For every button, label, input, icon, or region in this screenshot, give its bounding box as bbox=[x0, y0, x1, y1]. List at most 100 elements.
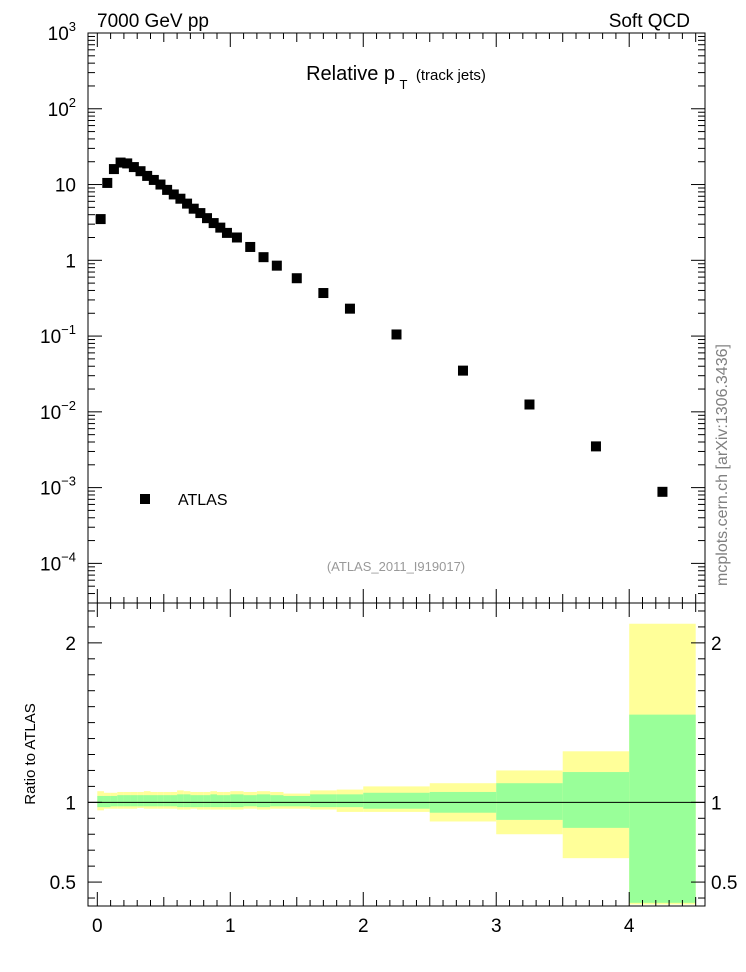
main-y-tick-label-base: 10 bbox=[40, 327, 61, 348]
ratio-y-tick-label: 2 bbox=[65, 634, 76, 655]
ratio-y-tick-labels-right: 0.5 1 2 bbox=[711, 634, 737, 894]
data-point bbox=[102, 177, 113, 188]
data-point bbox=[135, 166, 146, 177]
x-tick-label: 3 bbox=[491, 916, 502, 937]
ratio-band-inner bbox=[562, 772, 630, 828]
x-tick-label: 1 bbox=[225, 916, 236, 937]
data-point bbox=[148, 174, 159, 185]
legend-label-atlas: ATLAS bbox=[178, 492, 228, 509]
main-y-tick-label-base: 10 bbox=[40, 479, 61, 500]
ratio-band-inner bbox=[629, 714, 696, 903]
ratio-band-inner bbox=[103, 795, 111, 808]
main-y-tick-label: 10−3 bbox=[40, 474, 76, 500]
main-y-tick-label-base: 10 bbox=[48, 100, 69, 121]
data-point bbox=[202, 213, 213, 224]
main-y-tick-label-base: 10 bbox=[48, 24, 69, 45]
process-label: Soft QCD bbox=[609, 11, 690, 32]
main-y-tick-label-base: 10 bbox=[55, 176, 76, 197]
data-point bbox=[188, 203, 199, 214]
ratio-band-inner bbox=[163, 795, 171, 807]
ratio-band-inner bbox=[203, 795, 211, 808]
x-tick-labels: 0 1 2 3 4 bbox=[92, 916, 635, 937]
data-point bbox=[182, 198, 193, 209]
main-y-tick-label-exponent: −4 bbox=[61, 549, 76, 564]
ratio-band-inner bbox=[97, 795, 104, 808]
ratio-y-tick-label: 0.5 bbox=[50, 873, 76, 894]
data-point bbox=[231, 232, 242, 243]
data-point bbox=[245, 241, 256, 252]
main-y-tick-label: 10−1 bbox=[40, 322, 76, 348]
data-point bbox=[271, 260, 282, 271]
ratio-axis-ticks bbox=[88, 603, 705, 906]
main-plot-frame bbox=[87, 32, 706, 604]
analysis-label: (ATLAS_2011_I919017) bbox=[327, 559, 465, 574]
ratio-band-inner bbox=[183, 794, 191, 808]
ratio-band-inner bbox=[157, 795, 164, 807]
ratio-band-inner bbox=[310, 794, 337, 808]
ratio-band-inner bbox=[190, 795, 198, 808]
data-point bbox=[657, 486, 668, 497]
data-point bbox=[122, 158, 133, 169]
main-title: Relative p T (track jets) bbox=[306, 63, 486, 93]
data-point bbox=[108, 164, 119, 175]
ratio-panel: 0.5 1 2 0.5 1 2 0 1 2 3 4 Ratio to ATLAS bbox=[22, 602, 737, 937]
data-point bbox=[590, 441, 601, 452]
data-point bbox=[318, 288, 329, 299]
ratio-band-inner bbox=[363, 792, 430, 809]
data-point bbox=[162, 184, 173, 195]
main-title-subscript: T bbox=[399, 77, 407, 92]
ratio-band-inner bbox=[496, 783, 563, 820]
main-y-tick-label-base: 1 bbox=[65, 251, 76, 272]
x-tick-label: 4 bbox=[624, 916, 635, 937]
data-point bbox=[115, 157, 126, 168]
main-y-tick-label: 103 bbox=[48, 19, 76, 45]
ratio-band-inner bbox=[216, 795, 224, 808]
ratio-band-inner bbox=[230, 794, 244, 808]
data-point bbox=[142, 170, 153, 181]
ratio-band-inner bbox=[117, 795, 124, 807]
ratio-band-inner bbox=[143, 795, 151, 807]
ratio-band-inner bbox=[123, 795, 131, 807]
ratio-band-inner bbox=[197, 795, 204, 808]
ratio-band-inner bbox=[243, 795, 257, 807]
main-y-tick-label-exponent: −3 bbox=[61, 474, 76, 489]
main-y-tick-label-base: 10 bbox=[40, 403, 61, 424]
data-points bbox=[95, 157, 668, 497]
main-y-tick-label: 10−2 bbox=[40, 398, 76, 424]
ratio-band-inner bbox=[336, 794, 364, 808]
ratio-y-tick-labels-left: 0.5 1 2 bbox=[50, 634, 76, 894]
ratio-y-tick-label: 2 bbox=[711, 634, 722, 655]
main-y-tick-label-base: 10 bbox=[40, 554, 61, 575]
main-y-tick-label-exponent: 3 bbox=[69, 19, 76, 34]
main-title-suffix: (track jets) bbox=[416, 67, 486, 84]
data-point bbox=[95, 214, 106, 225]
data-point bbox=[344, 303, 355, 314]
watermark: mcplots.cern.ch [arXiv:1306.3436] bbox=[714, 344, 731, 586]
ratio-band-inner bbox=[110, 795, 118, 807]
ratio-band-inner bbox=[210, 794, 217, 808]
ratio-band-inner bbox=[137, 795, 144, 807]
data-point bbox=[221, 227, 232, 238]
main-y-tick-label: 10 bbox=[55, 176, 76, 197]
main-y-tick-label-exponent: 2 bbox=[69, 95, 76, 110]
main-y-tick-label-exponent: −2 bbox=[61, 398, 76, 413]
main-y-tick-label: 102 bbox=[48, 95, 76, 121]
ratio-y-tick-label: 1 bbox=[711, 793, 722, 814]
ratio-y-tick-label: 0.5 bbox=[711, 873, 737, 894]
ratio-y-tick-label: 1 bbox=[65, 793, 76, 814]
main-title-text: Relative p bbox=[306, 63, 395, 85]
data-point bbox=[175, 193, 186, 204]
data-point bbox=[155, 179, 166, 190]
ratio-band-inner bbox=[170, 795, 178, 807]
ratio-y-axis-label: Ratio to ATLAS bbox=[22, 703, 39, 804]
main-y-tick-label-exponent: −1 bbox=[61, 322, 76, 337]
data-point bbox=[195, 208, 206, 219]
legend: ATLAS bbox=[140, 492, 228, 509]
data-point bbox=[524, 399, 535, 410]
energy-label: 7000 GeV pp bbox=[97, 11, 209, 32]
main-y-tick-label: 1 bbox=[65, 251, 76, 272]
data-point bbox=[291, 273, 302, 284]
